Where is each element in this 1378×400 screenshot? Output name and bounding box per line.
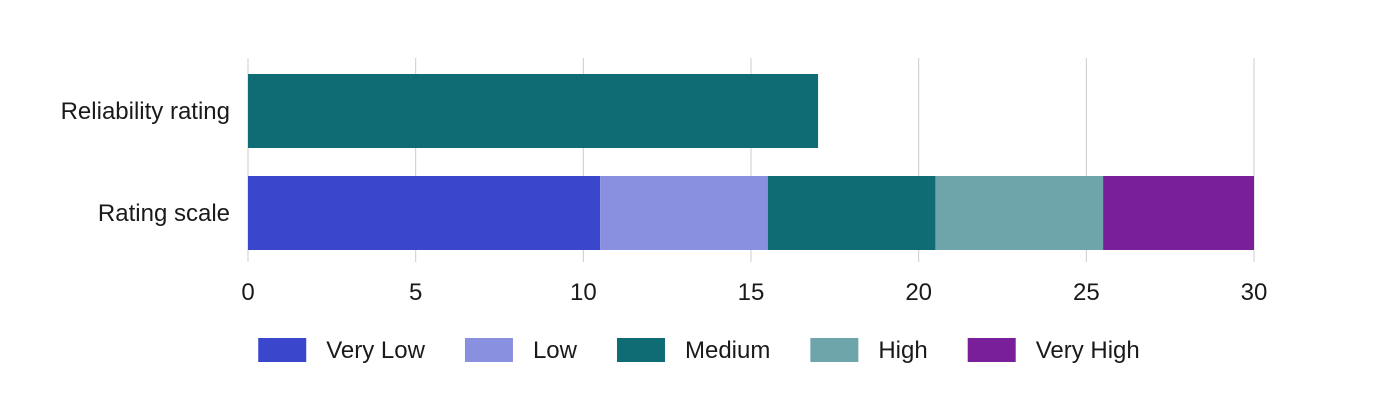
- x-tick-label: 15: [738, 279, 765, 306]
- category-label: Reliability rating: [61, 98, 230, 125]
- bar-segment: [248, 176, 601, 250]
- legend-label: High: [878, 337, 927, 364]
- x-axis-tick-labels: 0 5 10 15 20 25 30: [241, 279, 1267, 306]
- x-tick-label: 0: [241, 279, 254, 306]
- x-tick-label: 20: [905, 279, 932, 306]
- legend-label: Medium: [685, 337, 770, 364]
- legend-label: Very Low: [326, 337, 425, 364]
- bar-segment: [935, 176, 1104, 250]
- legend-item: Low: [464, 337, 578, 364]
- x-tick-label: 10: [570, 279, 597, 306]
- legend-item: Medium: [616, 337, 770, 364]
- x-tick-label: 5: [409, 279, 422, 306]
- x-tick-label: 25: [1073, 279, 1100, 306]
- legend-item: Very Low: [258, 337, 426, 364]
- legend-item: Very High: [967, 337, 1140, 364]
- legend-label: Low: [533, 337, 578, 364]
- bar-segment: [248, 74, 819, 148]
- legend-swatch: [810, 338, 859, 362]
- category-label: Rating scale: [98, 200, 230, 227]
- legend: Very Low Low Medium High Very High: [258, 337, 1140, 364]
- bar-segment: [767, 176, 936, 250]
- bars: [248, 74, 1254, 250]
- legend-item: High: [810, 337, 928, 364]
- legend-label: Very High: [1036, 337, 1140, 364]
- legend-swatch: [967, 338, 1016, 362]
- bar-segment: [600, 176, 768, 250]
- category-labels: Reliability rating Rating scale: [61, 98, 230, 227]
- x-tick-label: 30: [1241, 279, 1268, 306]
- bar-segment: [1103, 176, 1254, 250]
- legend-swatch: [616, 338, 665, 362]
- legend-swatch: [258, 338, 307, 362]
- legend-swatch: [464, 338, 513, 362]
